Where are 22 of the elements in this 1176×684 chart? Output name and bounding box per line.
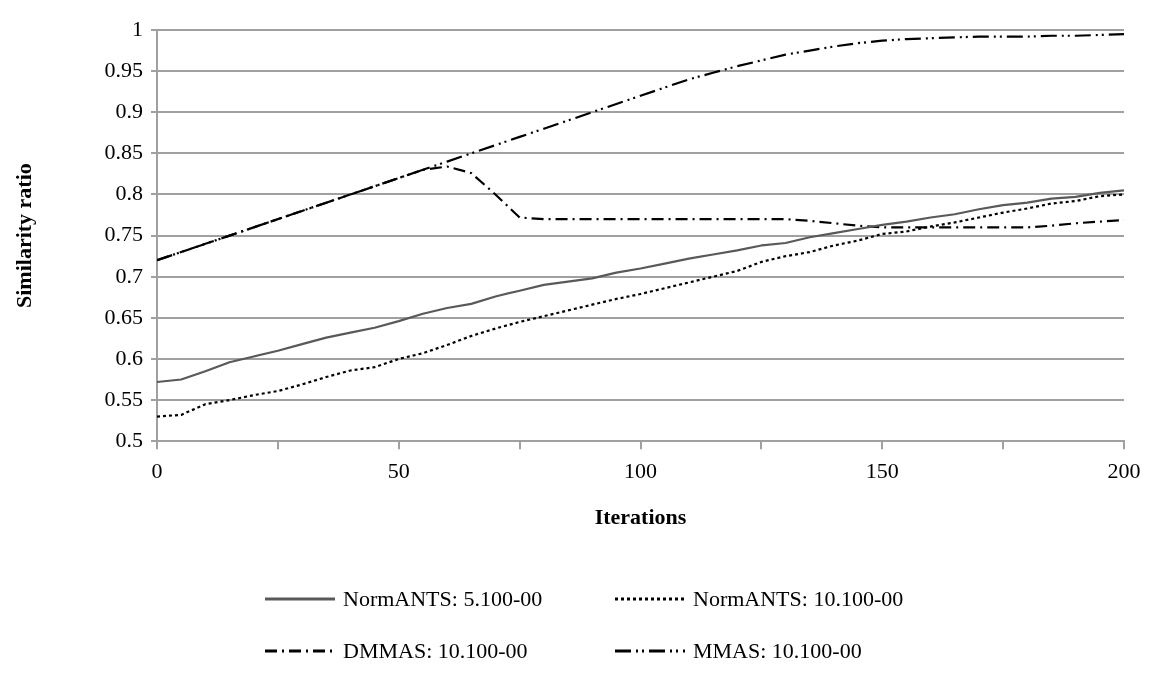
x-tick-label: 0 — [151, 458, 163, 484]
legend-label: DMMAS: 10.100-00 — [343, 637, 528, 663]
y-tick-label: 0.7 — [115, 262, 143, 288]
y-tick-label: 0.95 — [104, 56, 143, 82]
legend-label: NormANTS: 5.100-00 — [343, 585, 543, 611]
legend-label: NormANTS: 10.100-00 — [693, 585, 904, 611]
y-tick-label: 1 — [132, 15, 143, 41]
x-axis-title: Iterations — [594, 504, 687, 530]
y-axis-title: Similarity ratio — [10, 163, 36, 309]
y-tick-label: 0.5 — [115, 426, 143, 452]
x-tick-label: 100 — [624, 458, 657, 484]
legend-label: MMAS: 10.100-00 — [693, 637, 862, 663]
y-tick-label: 0.75 — [104, 221, 143, 247]
y-tick-label: 0.6 — [115, 344, 143, 370]
y-tick-label: 0.65 — [104, 303, 143, 329]
x-tick-label: 50 — [387, 458, 410, 484]
y-tick-label: 0.8 — [115, 180, 143, 206]
x-tick-label: 200 — [1107, 458, 1141, 484]
y-tick-label: 0.55 — [104, 385, 143, 411]
y-tick-label: 0.9 — [115, 98, 143, 124]
x-tick-label: 150 — [865, 458, 899, 484]
y-tick-label: 0.85 — [104, 139, 143, 165]
